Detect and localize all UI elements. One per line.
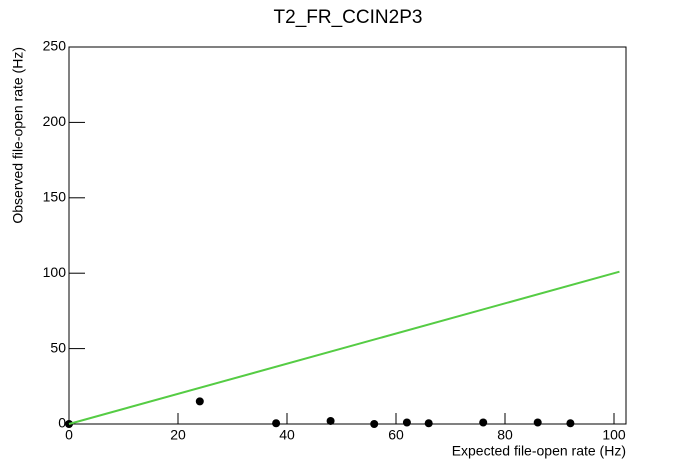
data-point — [424, 419, 433, 428]
x-tick-label: 100 — [602, 427, 626, 443]
x-tick-label: 20 — [170, 427, 186, 443]
data-point — [533, 418, 542, 427]
y-tick-label: 0 — [58, 415, 66, 431]
x-tick-label: 60 — [388, 427, 404, 443]
data-point — [566, 419, 575, 428]
y-tick-label: 50 — [50, 339, 66, 355]
x-tick-label: 0 — [65, 427, 73, 443]
chart-title: T2_FR_CCIN2P3 — [274, 7, 423, 28]
data-point — [272, 419, 281, 428]
data-point — [195, 397, 204, 406]
y-tick-label: 200 — [43, 113, 67, 129]
y-axis-label: Observed file-open rate (Hz) — [10, 47, 26, 224]
y-tick-label: 100 — [43, 264, 67, 280]
data-point — [402, 418, 411, 427]
x-tick-label: 80 — [497, 427, 513, 443]
y-tick-label: 150 — [43, 189, 67, 205]
fit-line — [68, 270, 620, 425]
data-point — [326, 416, 335, 425]
data-point — [479, 418, 488, 427]
plot-frame — [68, 46, 627, 425]
y-tick-label: 250 — [43, 38, 67, 54]
x-tick-label: 40 — [279, 427, 295, 443]
x-axis-label: Expected file-open rate (Hz) — [452, 443, 626, 459]
data-point — [370, 420, 379, 428]
